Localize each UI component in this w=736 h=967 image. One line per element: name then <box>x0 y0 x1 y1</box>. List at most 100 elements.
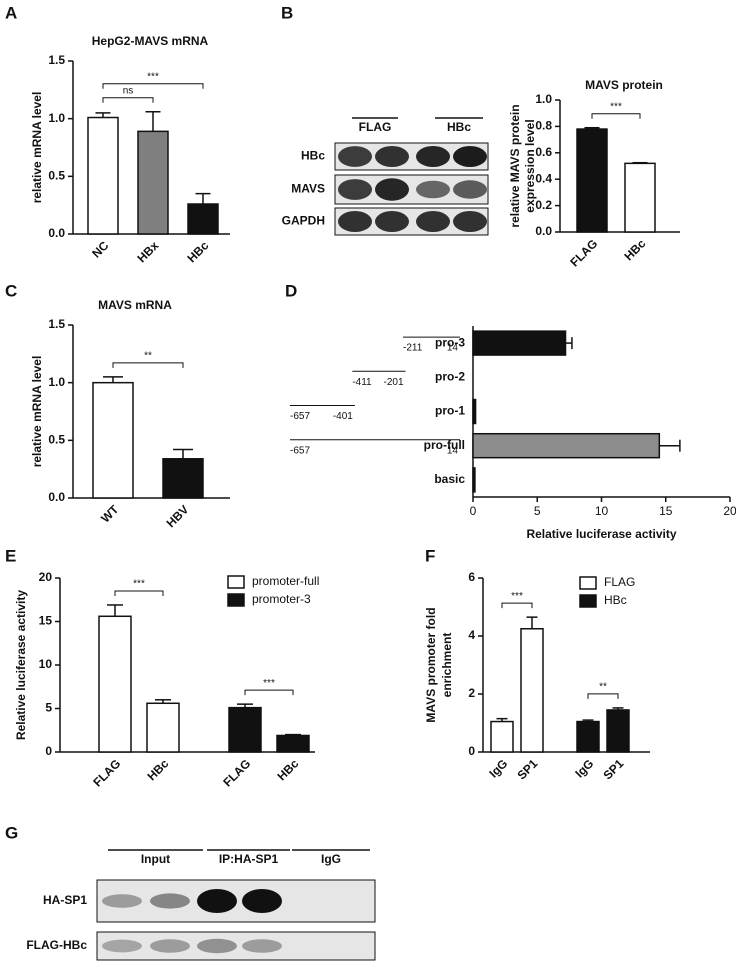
x-tick-label: 15 <box>659 504 673 518</box>
error-bar <box>107 604 123 617</box>
error-bar <box>145 110 161 132</box>
bar <box>472 432 661 459</box>
blot-strip <box>96 931 376 961</box>
error-bar <box>103 376 123 383</box>
y-tick-label: 2 <box>468 686 475 700</box>
construct-end: -201 <box>384 377 404 388</box>
error-bar <box>632 161 648 164</box>
lane-group-label: Input <box>141 852 170 866</box>
y-tick-label: 1.0 <box>48 111 65 125</box>
blot-band <box>375 178 409 201</box>
error-bar <box>612 707 624 710</box>
x-tick-label: HBV <box>164 502 192 530</box>
bar <box>146 702 180 753</box>
error-bar <box>526 616 538 629</box>
lane-group-label: HBc <box>447 120 471 134</box>
significance-label: *** <box>147 71 159 82</box>
blot-band <box>102 894 142 908</box>
y-tick-label: 0 <box>468 744 475 758</box>
legend-swatch <box>227 593 245 607</box>
legend-swatch <box>579 576 597 590</box>
significance-label: ** <box>144 351 152 362</box>
y-tick-label: pro-3 <box>435 335 465 349</box>
blot-band <box>338 146 372 167</box>
significance-bracket <box>591 113 641 119</box>
bar <box>472 330 567 356</box>
blot-band <box>338 211 372 232</box>
blot-band <box>150 893 190 909</box>
bar <box>92 381 134 499</box>
bar <box>98 615 132 753</box>
blot-band <box>102 939 142 953</box>
x-tick-label: HBc <box>274 756 301 783</box>
blot-band <box>453 180 487 199</box>
x-tick-label: WT <box>98 502 122 526</box>
bar <box>187 203 219 235</box>
significance-label: ** <box>599 682 607 693</box>
blot-band <box>338 179 372 200</box>
blot-band <box>197 889 237 913</box>
legend-label: HBc <box>604 593 627 607</box>
y-tick-label: 0.4 <box>535 171 552 185</box>
bar <box>606 709 630 753</box>
significance-bracket <box>114 590 164 596</box>
legend-swatch <box>579 594 597 608</box>
x-tick-label: SP1 <box>600 756 626 782</box>
y-tick-label: pro-1 <box>435 404 465 418</box>
y-tick-label: 0.6 <box>535 145 552 159</box>
x-tick-label: IgG <box>486 756 510 780</box>
error-bar <box>173 448 193 459</box>
construct-end: 14 <box>447 445 459 456</box>
bar <box>228 706 262 753</box>
significance-label: *** <box>610 101 622 112</box>
panel-letter: D <box>285 281 297 300</box>
y-tick-label: 0.5 <box>48 169 65 183</box>
panel-letter: E <box>5 546 16 565</box>
x-tick-label: 0 <box>470 504 477 518</box>
bar <box>576 128 608 233</box>
error-bar <box>285 733 301 736</box>
error-bar <box>659 439 681 452</box>
bar <box>137 130 169 235</box>
y-tick-label: 6 <box>468 570 475 584</box>
y-axis-label: enrichment <box>440 633 454 698</box>
panel-letter: A <box>5 3 17 22</box>
y-axis-label: relative mRNA level <box>30 92 44 204</box>
y-axis-label: MAVS promoter fold <box>424 607 438 722</box>
y-tick-label: 1.0 <box>535 92 552 106</box>
legend-label: promoter-3 <box>252 592 311 606</box>
blot-band <box>375 146 409 167</box>
significance-label: ns <box>123 85 134 96</box>
x-tick-label: IgG <box>572 756 596 780</box>
x-tick-label: FLAG <box>567 236 600 269</box>
y-axis-label: relative MAVS protein <box>508 104 522 227</box>
construct-start: -411 <box>352 377 372 388</box>
panel-letter: B <box>281 3 293 22</box>
significance-bracket <box>244 689 294 696</box>
error-bar <box>584 126 600 130</box>
chart-title: MAVS mRNA <box>98 298 172 312</box>
x-tick-label: 10 <box>595 504 609 518</box>
legend-label: promoter-full <box>252 574 319 588</box>
x-tick-label: FLAG <box>90 756 123 789</box>
construct-start: -657 <box>290 411 310 422</box>
x-axis-label: Relative luciferase activity <box>526 527 676 541</box>
y-tick-label: 10 <box>39 657 53 671</box>
y-tick-label: 0.5 <box>48 433 65 447</box>
y-tick-label: 1.5 <box>48 53 65 67</box>
error-bar <box>195 192 211 205</box>
blot-band <box>375 211 409 232</box>
y-tick-label: pro-full <box>424 438 465 452</box>
construct-start: -211 <box>403 343 423 354</box>
x-tick-label: FLAG <box>220 756 253 789</box>
y-tick-label: 0.8 <box>535 119 552 133</box>
y-tick-label: 4 <box>468 628 475 642</box>
blot-band <box>453 146 487 167</box>
blot-band <box>416 211 450 232</box>
significance-label: *** <box>511 591 523 602</box>
lane-group-label: FLAG <box>359 120 392 134</box>
x-tick-label: HBc <box>144 756 171 783</box>
bar <box>276 734 310 753</box>
y-tick-label: 5 <box>45 701 52 715</box>
